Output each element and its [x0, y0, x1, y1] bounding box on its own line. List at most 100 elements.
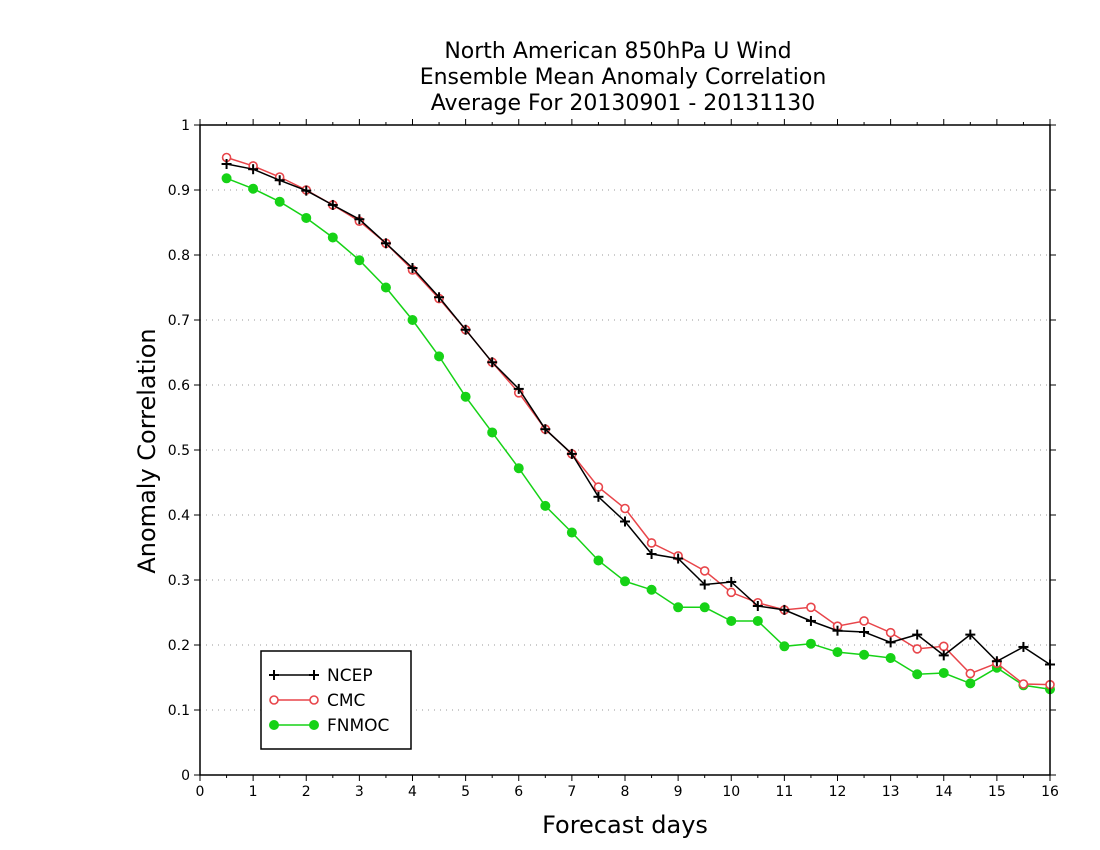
data-point-ncep	[460, 324, 471, 335]
data-point-ncep	[566, 448, 577, 459]
data-point-ncep	[832, 625, 843, 636]
y-tick-label: 0.8	[168, 248, 190, 264]
x-tick-label: 5	[461, 784, 470, 800]
series-line-fnmoc	[226, 177, 1051, 690]
legend-label-cmc: CMC	[327, 691, 365, 711]
data-point-ncep	[540, 424, 551, 435]
data-point-ncep	[938, 650, 949, 661]
x-tick-label: 11	[775, 784, 793, 800]
data-point-ncep	[779, 604, 790, 615]
data-point-fnmoc	[938, 667, 949, 678]
data-point-cmc	[646, 538, 657, 548]
data-point-fnmoc	[832, 647, 843, 658]
legend-label-fnmoc: FNMOC	[327, 716, 389, 736]
x-tick-label: 3	[355, 784, 364, 800]
series-fnmoc	[221, 173, 1055, 695]
data-point-fnmoc	[301, 212, 312, 223]
data-point-fnmoc	[726, 615, 737, 626]
x-tick-label: 6	[514, 784, 523, 800]
data-point-ncep	[859, 627, 870, 637]
title-line-1: North American 850hPa U Wind	[444, 39, 791, 64]
x-axis-label: Forecast days	[542, 811, 708, 839]
data-point-cmc	[726, 587, 737, 598]
data-point-fnmoc	[859, 649, 870, 660]
y-tick-label: 0.2	[168, 638, 190, 654]
data-point-ncep	[327, 199, 338, 210]
y-tick-label: 1	[181, 118, 190, 134]
data-point-cmc	[885, 627, 896, 638]
data-point-fnmoc	[380, 282, 391, 293]
legend-marker-cmc	[309, 695, 319, 705]
x-tick-label: 9	[674, 784, 683, 800]
y-tick-label: 0.3	[168, 573, 190, 589]
x-tick-label: 8	[621, 784, 630, 800]
data-point-ncep	[885, 637, 896, 648]
data-point-ncep	[274, 175, 285, 186]
data-point-ncep	[593, 491, 604, 502]
data-point-fnmoc	[513, 463, 524, 474]
legend-marker-ncep	[309, 670, 319, 680]
data-point-ncep	[646, 549, 657, 559]
x-tick-label: 7	[567, 784, 576, 800]
data-point-ncep	[380, 238, 391, 249]
data-point-fnmoc	[620, 576, 630, 587]
x-tick-label: 4	[408, 784, 417, 800]
data-point-ncep	[805, 615, 816, 626]
data-point-cmc	[912, 644, 922, 654]
title-line-3: Average For 20130901 - 20131130	[431, 91, 816, 116]
data-point-cmc	[593, 482, 604, 492]
data-point-cmc	[699, 566, 710, 576]
legend-marker-fnmoc	[269, 720, 279, 730]
data-point-fnmoc	[407, 315, 418, 325]
data-point-ncep	[1018, 641, 1029, 652]
axes: 00.10.20.30.40.50.60.70.80.910 1 2 3 4 5 6 7 8 9 1…	[168, 118, 1059, 800]
y-tick-label: 0.7	[168, 313, 190, 329]
title-line-2: Ensemble Mean Anomaly Correlation	[420, 65, 827, 90]
data-point-ncep	[965, 629, 976, 640]
data-point-cmc	[965, 668, 976, 679]
legend-marker-ncep	[269, 670, 279, 680]
x-tick-label: 14	[935, 784, 953, 800]
legend-item-cmc: CMC	[269, 691, 365, 711]
x-tick-label: 10	[722, 784, 740, 800]
data-point-ncep	[513, 383, 524, 394]
data-point-ncep	[673, 553, 684, 564]
data-point-fnmoc	[354, 255, 365, 266]
data-point-fnmoc	[752, 615, 763, 626]
legend-label-ncep: NCEP	[327, 666, 373, 686]
y-tick-label: 0.5	[168, 443, 190, 459]
series-layer	[221, 152, 1055, 695]
data-point-ncep	[221, 159, 232, 169]
data-point-fnmoc	[221, 173, 232, 184]
data-point-cmc	[620, 503, 630, 514]
data-point-fnmoc	[434, 351, 445, 362]
data-point-ncep	[726, 576, 737, 587]
y-tick-label: 0.4	[168, 508, 190, 524]
data-point-ncep	[354, 214, 365, 225]
legend-marker-cmc	[269, 695, 279, 705]
data-point-cmc	[1018, 679, 1029, 689]
data-point-fnmoc	[566, 527, 577, 538]
data-point-fnmoc	[646, 584, 657, 595]
data-point-ncep	[620, 516, 630, 527]
x-tick-label: 12	[829, 784, 847, 800]
data-point-fnmoc	[274, 196, 285, 207]
data-point-ncep	[301, 185, 312, 196]
series-ncep	[221, 159, 1055, 670]
data-point-ncep	[699, 579, 710, 590]
y-tick-label: 0.9	[168, 183, 190, 199]
data-point-fnmoc	[885, 653, 896, 663]
x-tick-label: 0	[196, 784, 205, 800]
data-point-ncep	[991, 656, 1002, 667]
series-line-ncep	[226, 163, 1051, 666]
data-point-fnmoc	[779, 641, 790, 652]
x-tick-label: 15	[988, 784, 1006, 800]
legend-item-ncep: NCEP	[269, 666, 373, 686]
y-tick-label: 0	[181, 768, 190, 784]
chart-title: North American 850hPa U Wind Ensemble Me…	[420, 39, 827, 116]
legend-item-fnmoc: FNMOC	[269, 716, 389, 736]
data-point-fnmoc	[248, 183, 259, 194]
data-point-fnmoc	[487, 427, 498, 438]
data-point-ncep	[752, 601, 763, 611]
